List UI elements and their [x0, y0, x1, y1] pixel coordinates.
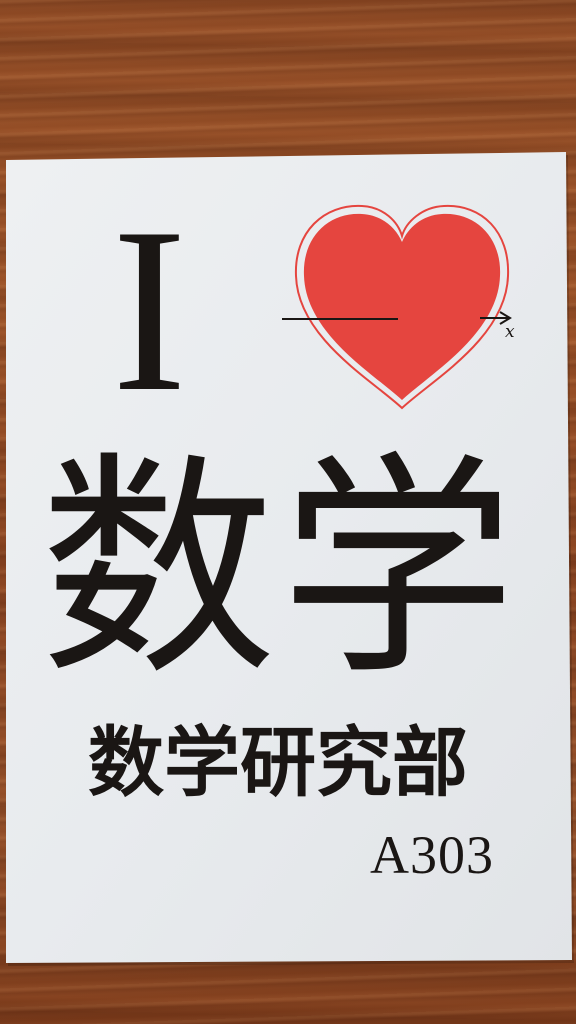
x-axis-arrow — [499, 311, 512, 325]
letter-i: I — [112, 180, 187, 441]
heart-shape — [303, 213, 501, 400]
club-name: 数学研究部 — [88, 718, 468, 807]
axis-label-x: x — [505, 322, 515, 342]
heart-outline — [294, 204, 510, 410]
main-word-mathematics: 数学 — [40, 432, 521, 707]
room-number: A303 — [370, 825, 494, 885]
heart-icon: x — [282, 204, 515, 410]
